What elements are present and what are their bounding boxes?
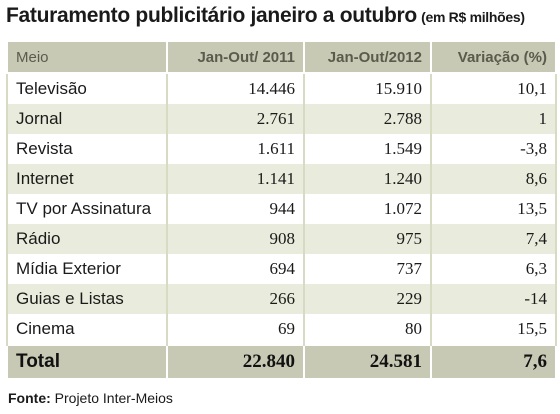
row-2012: 1.072 [303,194,432,224]
row-2012: 2.788 [303,104,432,134]
row-2012: 1.549 [303,134,432,164]
total-2012: 24.581 [303,344,432,380]
chart-title: Faturamento publicitário janeiro a outub… [6,4,556,38]
table-row: Cinema 69 80 15,5 [6,314,557,345]
row-2011: 694 [166,254,305,284]
row-meio: Televisão [6,73,168,104]
row-variacao: -3,8 [430,134,557,164]
header-row: Meio Jan-Out/ 2011 Jan-Out/2012 Variação… [6,40,557,74]
row-variacao: -14 [430,284,557,314]
row-meio: Jornal [6,104,168,134]
col-header-meio: Meio [6,40,168,74]
row-2012: 15.910 [303,73,432,104]
row-variacao: 13,5 [430,194,557,224]
table-row: Revista 1.611 1.549 -3,8 [6,134,557,164]
row-2011: 14.446 [166,73,305,104]
row-meio: Guias e Listas [6,284,168,314]
total-2011: 22.840 [166,344,305,380]
table-body: Televisão 14.446 15.910 10,1 Jornal 2.761 2.78… [6,73,557,345]
row-variacao: 7,4 [430,224,557,254]
row-2011: 944 [166,194,305,224]
row-meio: Internet [6,164,168,194]
row-variacao: 15,5 [430,314,557,345]
row-meio: TV por Assinatura [6,194,168,224]
table-row: Internet 1.141 1.240 8,6 [6,164,557,194]
row-2012: 1.240 [303,164,432,194]
row-2012: 229 [303,284,432,314]
table-row: Rádio 908 975 7,4 [6,224,557,254]
source-text: Projeto Inter-Meios [54,390,173,406]
row-variacao: 6,3 [430,254,557,284]
row-meio: Mídia Exterior [6,254,168,284]
col-header-2012: Jan-Out/2012 [303,40,432,74]
table-row: Jornal 2.761 2.788 1 [6,104,557,134]
row-2011: 266 [166,284,305,314]
table-row: Mídia Exterior 694 737 6,3 [6,254,557,284]
row-2012: 975 [303,224,432,254]
row-2011: 908 [166,224,305,254]
row-2011: 69 [166,314,305,345]
row-variacao: 10,1 [430,73,557,104]
table-row: TV por Assinatura 944 1.072 13,5 [6,194,557,224]
row-meio: Revista [6,134,168,164]
row-2011: 1.141 [166,164,305,194]
title-unit: (em R$ milhões) [421,9,525,25]
source-note: Fonte: Projeto Inter-Meios [8,390,173,406]
row-variacao: 1 [430,104,557,134]
col-header-variacao: Variação (%) [430,40,557,74]
row-variacao: 8,6 [430,164,557,194]
row-2012: 737 [303,254,432,284]
row-meio: Rádio [6,224,168,254]
col-header-2011: Jan-Out/ 2011 [166,40,305,74]
row-2011: 1.611 [166,134,305,164]
data-table: Meio Jan-Out/ 2011 Jan-Out/2012 Variação… [6,40,557,380]
source-label: Fonte: [8,390,51,406]
row-meio: Cinema [6,314,168,345]
row-2011: 2.761 [166,104,305,134]
title-main: Faturamento publicitário janeiro a outub… [6,4,417,27]
total-variacao: 7,6 [430,344,557,380]
table-row: Televisão 14.446 15.910 10,1 [6,73,557,104]
table-row: Guias e Listas 266 229 -14 [6,284,557,314]
total-label: Total [6,344,168,380]
total-row: Total 22.840 24.581 7,6 [6,344,557,380]
row-2012: 80 [303,314,432,345]
